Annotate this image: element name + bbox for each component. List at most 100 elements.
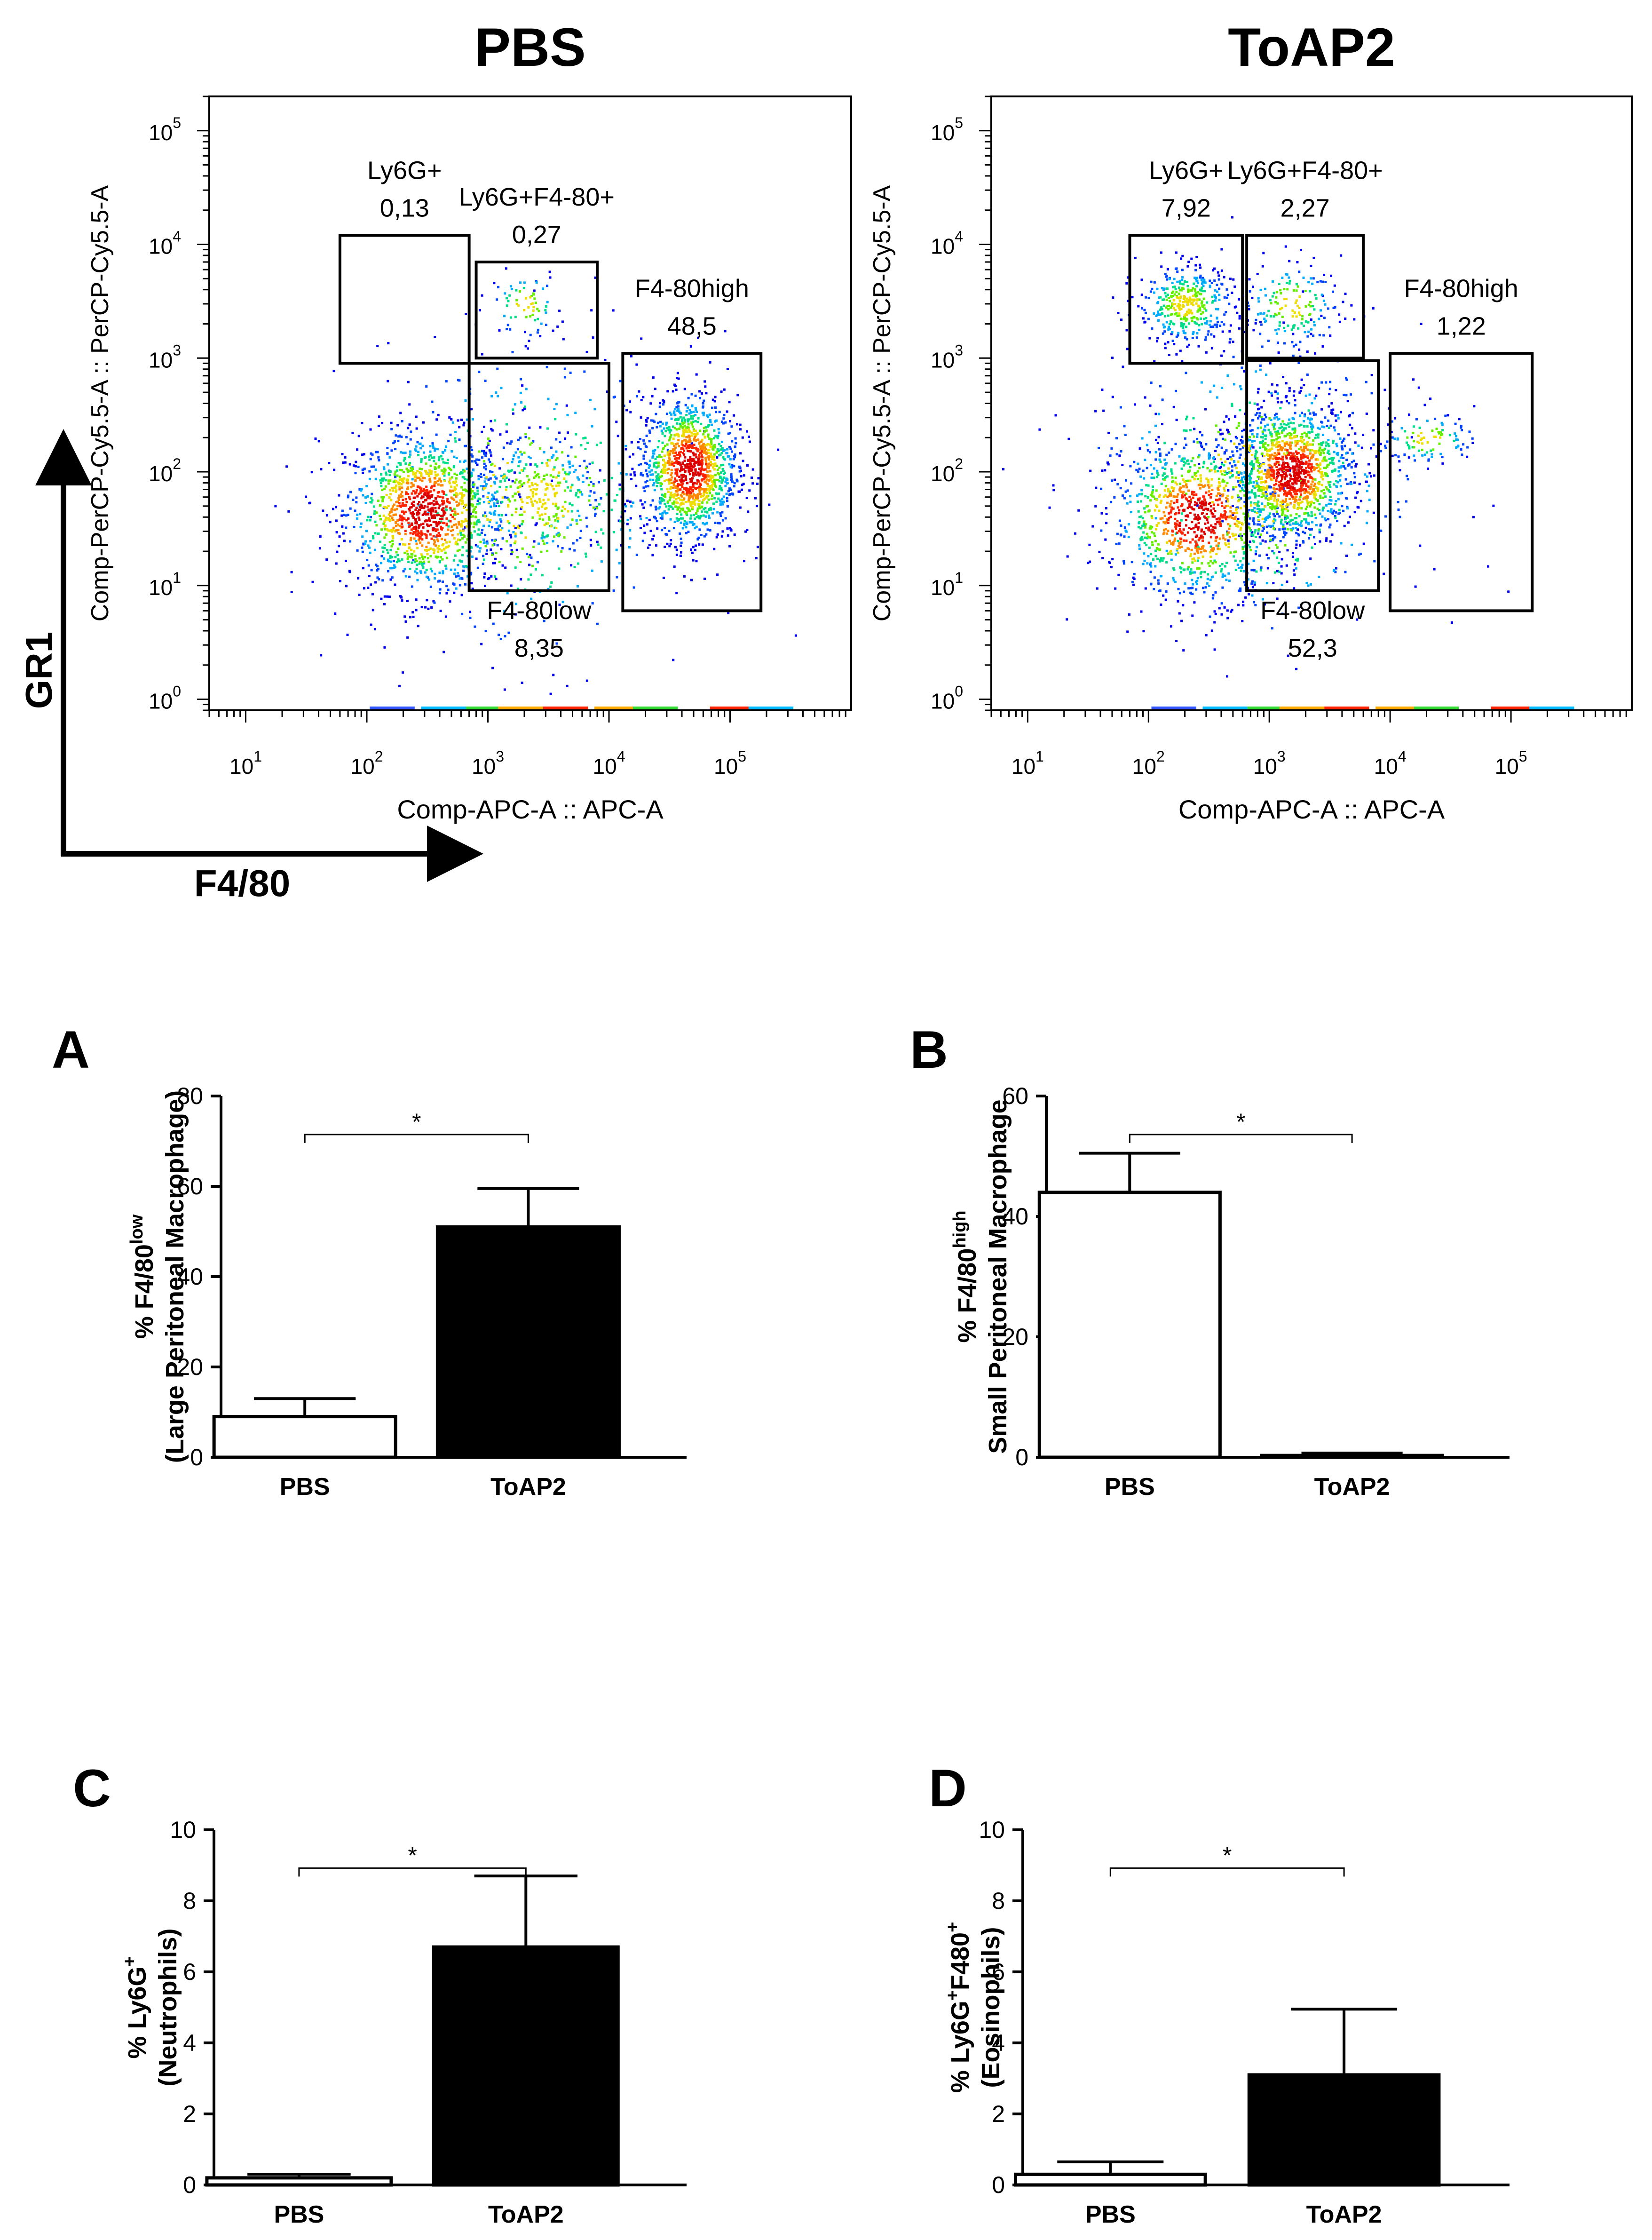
event-dot xyxy=(455,587,458,590)
event-dot xyxy=(602,532,605,535)
event-dot xyxy=(522,482,525,485)
event-dot xyxy=(687,500,690,503)
event-dot xyxy=(1292,394,1295,397)
event-dot xyxy=(651,427,654,429)
event-dot xyxy=(651,473,654,476)
event-dot xyxy=(1232,341,1234,343)
event-dot xyxy=(422,566,425,569)
event-dot xyxy=(1241,441,1244,444)
event-dot xyxy=(1054,414,1057,417)
event-dot xyxy=(478,550,481,553)
event-dot xyxy=(525,463,528,466)
event-dot xyxy=(487,437,490,440)
event-dot xyxy=(566,684,569,687)
event-dot xyxy=(464,460,466,462)
event-dot xyxy=(714,462,717,465)
event-dot xyxy=(1147,318,1150,320)
event-dot xyxy=(1321,280,1324,283)
event-dot xyxy=(416,512,419,515)
event-dot xyxy=(694,468,697,471)
event-dot xyxy=(418,557,421,560)
event-dot xyxy=(1238,327,1241,330)
event-dot xyxy=(649,473,652,476)
event-dot xyxy=(1287,654,1289,657)
event-dot xyxy=(523,407,526,410)
event-dot xyxy=(1193,601,1196,604)
event-dot xyxy=(1255,370,1257,373)
event-dot xyxy=(1143,552,1146,555)
event-dot xyxy=(741,484,743,486)
event-dot xyxy=(474,625,476,628)
event-dot xyxy=(723,388,726,391)
event-dot xyxy=(579,491,582,493)
event-dot xyxy=(433,456,435,459)
event-dot xyxy=(512,458,514,461)
event-dot xyxy=(624,445,627,447)
event-dot xyxy=(490,485,492,487)
event-dot xyxy=(476,503,479,506)
event-dot xyxy=(704,426,707,429)
event-dot xyxy=(493,464,496,467)
event-dot xyxy=(368,477,371,480)
event-dot xyxy=(687,460,690,462)
event-dot xyxy=(435,467,437,470)
event-dot xyxy=(1126,502,1129,505)
event-dot xyxy=(1213,267,1216,270)
event-dot xyxy=(349,491,352,493)
event-dot xyxy=(1350,483,1353,485)
event-dot xyxy=(460,486,463,489)
event-dot xyxy=(397,462,400,464)
event-dot xyxy=(616,494,618,496)
event-dot xyxy=(1190,257,1193,260)
event-dot xyxy=(462,569,465,572)
event-dot xyxy=(415,609,418,612)
event-dot xyxy=(567,454,569,457)
event-dot xyxy=(398,494,401,497)
event-dot xyxy=(444,615,447,618)
event-dot xyxy=(375,511,378,514)
event-dot xyxy=(730,425,733,428)
event-dot xyxy=(1286,549,1289,552)
event-dot xyxy=(696,421,699,423)
event-dot xyxy=(1138,544,1141,547)
event-dot xyxy=(1252,481,1255,484)
event-dot xyxy=(1328,405,1330,408)
event-dot xyxy=(387,570,390,572)
event-dot xyxy=(708,443,711,446)
event-dot xyxy=(1269,535,1272,538)
event-dot xyxy=(426,523,428,526)
event-dot xyxy=(463,482,466,485)
event-dot xyxy=(684,469,687,472)
event-dot xyxy=(1176,270,1179,273)
event-dot xyxy=(443,651,445,653)
event-dot xyxy=(487,492,490,494)
event-dot xyxy=(1273,515,1276,517)
event-dot xyxy=(1299,521,1302,524)
event-dot xyxy=(1354,465,1357,468)
event-dot xyxy=(659,517,662,519)
event-dot xyxy=(1336,452,1338,455)
event-dot xyxy=(415,427,418,430)
event-dot xyxy=(582,437,585,440)
event-dot xyxy=(1288,387,1291,389)
event-dot xyxy=(525,388,528,390)
event-dot xyxy=(704,452,707,454)
event-dot xyxy=(1373,560,1376,563)
event-dot xyxy=(1156,287,1159,290)
event-dot xyxy=(559,441,561,444)
event-dot xyxy=(1262,526,1265,529)
event-dot xyxy=(1115,437,1118,440)
event-dot xyxy=(665,413,668,415)
event-dot xyxy=(509,316,512,319)
event-dot xyxy=(458,521,460,524)
event-dot xyxy=(1175,335,1178,338)
event-dot xyxy=(451,421,454,424)
event-dot xyxy=(1219,466,1222,469)
event-dot xyxy=(1265,314,1268,317)
event-dot xyxy=(444,551,447,554)
event-dot xyxy=(1264,429,1266,432)
event-dot xyxy=(414,508,417,511)
event-dot xyxy=(1193,440,1195,443)
event-dot xyxy=(534,471,537,474)
event-dot xyxy=(387,505,390,508)
